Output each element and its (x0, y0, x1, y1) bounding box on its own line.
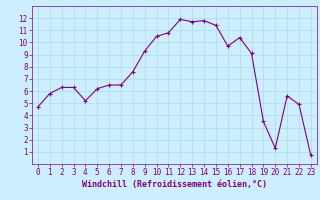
X-axis label: Windchill (Refroidissement éolien,°C): Windchill (Refroidissement éolien,°C) (82, 180, 267, 189)
